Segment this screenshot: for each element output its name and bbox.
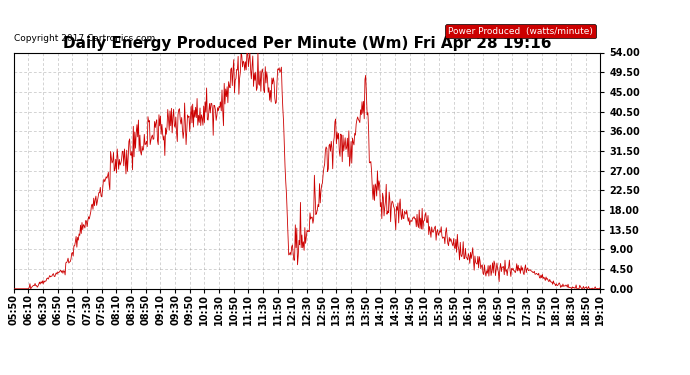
Text: Copyright 2017 Cartronics.com: Copyright 2017 Cartronics.com <box>14 34 155 43</box>
Legend: Power Produced  (watts/minute): Power Produced (watts/minute) <box>446 24 595 38</box>
Title: Daily Energy Produced Per Minute (Wm) Fri Apr 28 19:16: Daily Energy Produced Per Minute (Wm) Fr… <box>63 36 551 51</box>
